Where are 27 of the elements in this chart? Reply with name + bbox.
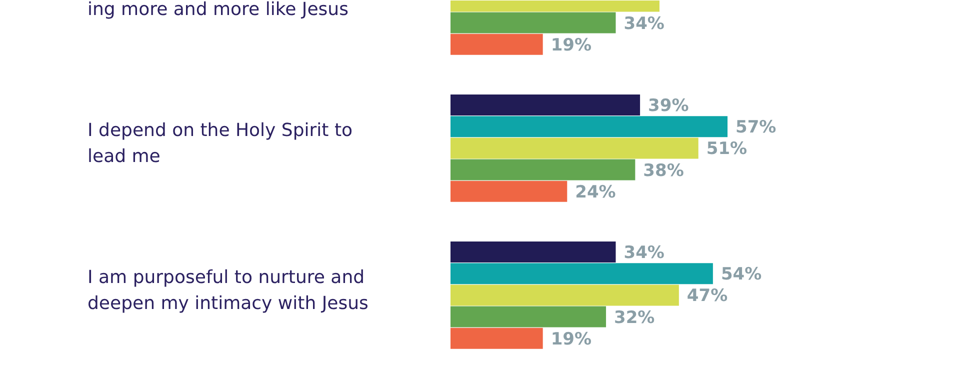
bar — [450, 116, 728, 138]
data-label: 19% — [550, 35, 592, 56]
data-label: 32% — [614, 308, 655, 328]
bar — [450, 180, 568, 202]
y-tick-label: ing more and more like Jesus — [88, 0, 348, 20]
bar — [450, 263, 713, 284]
data-label: 51% — [706, 139, 748, 160]
data-label: 34% — [624, 14, 664, 34]
data-label: 54% — [720, 264, 762, 285]
data-label: 38% — [643, 160, 684, 181]
data-label: 24% — [575, 182, 616, 202]
bar — [450, 94, 640, 116]
bar — [450, 159, 636, 180]
bar — [450, 306, 606, 328]
bar — [450, 328, 543, 349]
data-label: 47% — [686, 286, 728, 306]
data-label: 34% — [624, 243, 664, 263]
data-label: 39% — [648, 96, 689, 116]
y-tick-label: I depend on the Holy Spirit to lead me — [88, 120, 353, 167]
data-label: 57% — [736, 118, 776, 138]
data-label: 19% — [550, 329, 592, 350]
bar — [450, 12, 616, 34]
y-tick-label: I am purposeful to nurture and deepen my intimacy with Jesus — [88, 267, 368, 314]
bar — [450, 34, 543, 55]
bar — [450, 284, 679, 306]
bar — [450, 242, 616, 262]
bar — [450, 138, 698, 159]
